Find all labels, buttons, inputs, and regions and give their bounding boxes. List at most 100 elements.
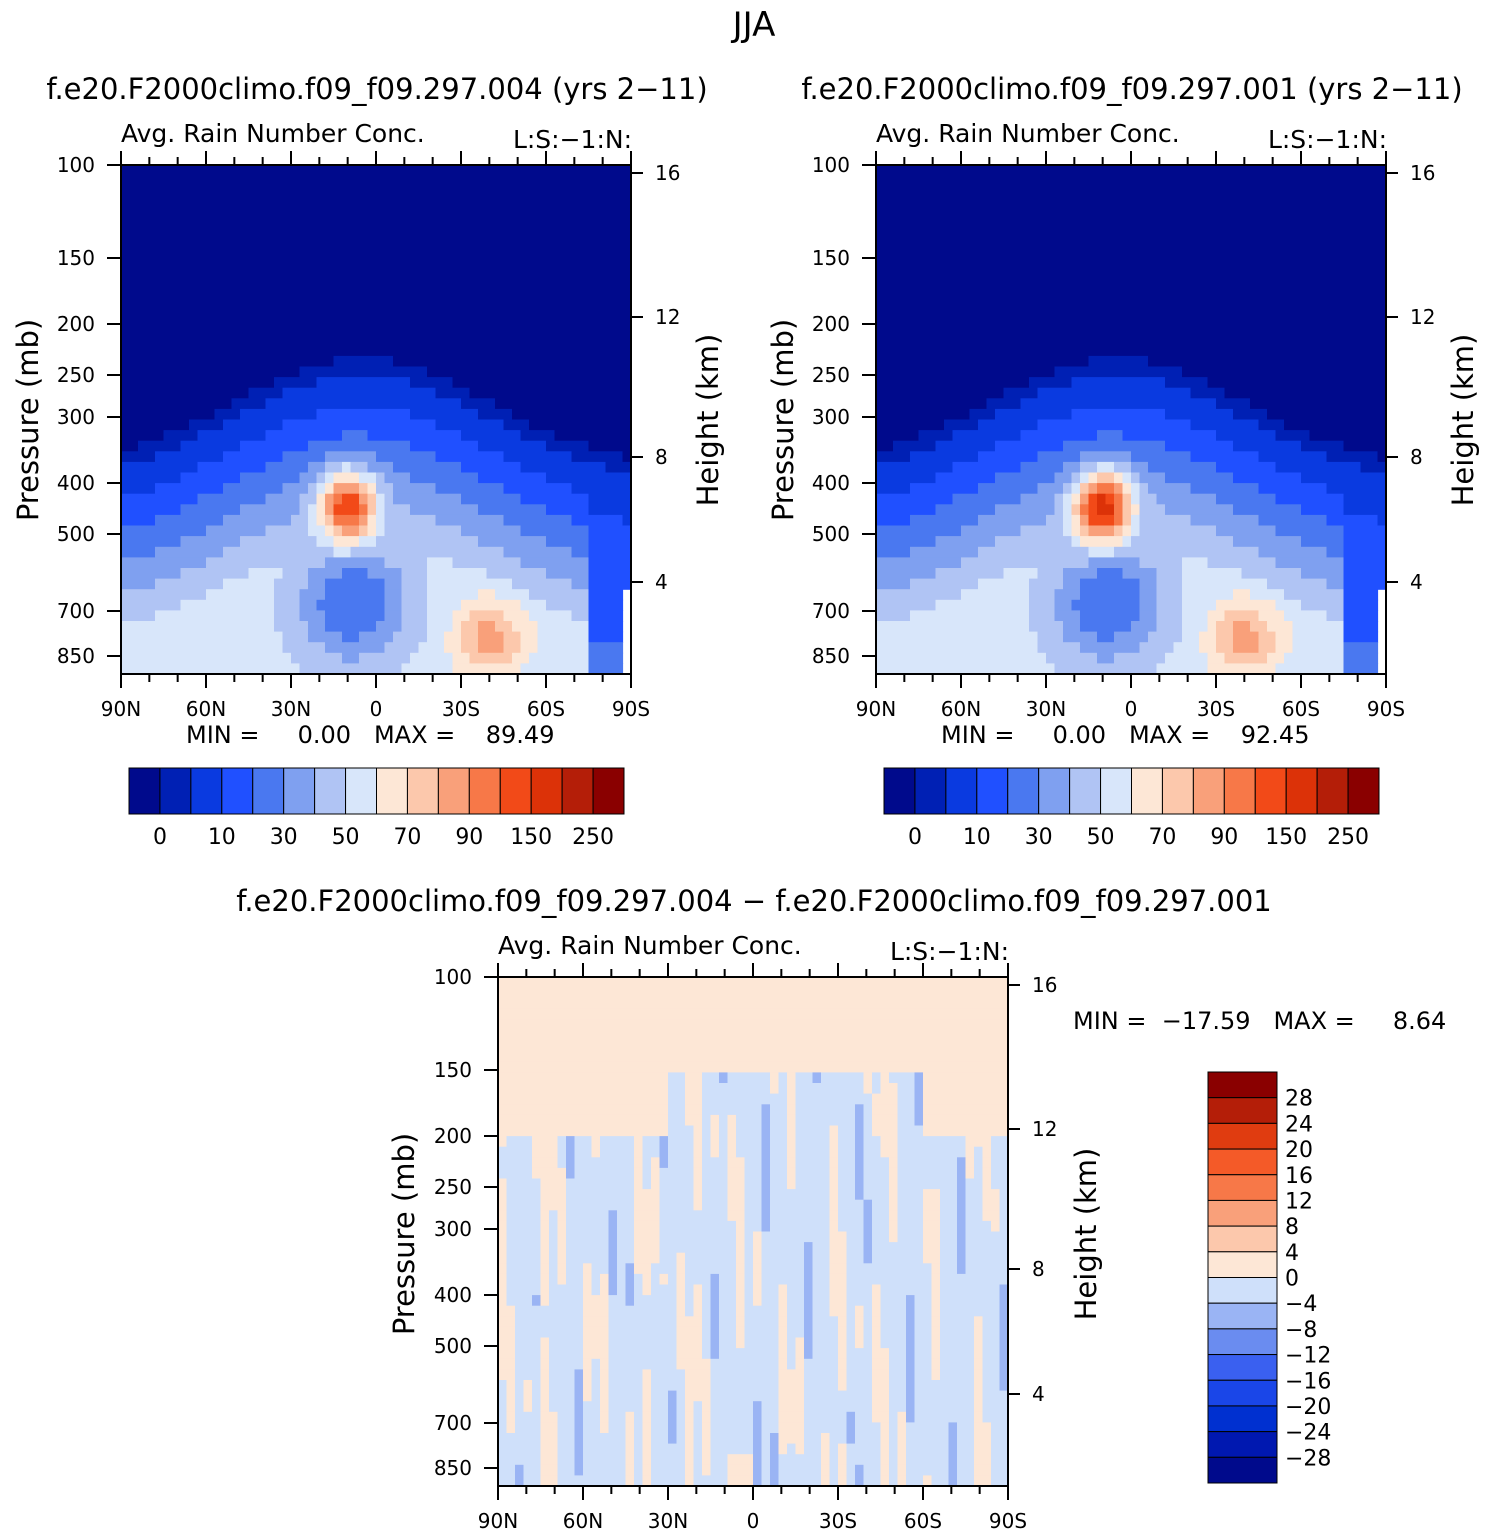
field-cell (1131, 472, 1141, 484)
field-cell (486, 366, 496, 378)
field-cell (529, 334, 539, 346)
field-cell (206, 525, 216, 537)
field-cell (461, 398, 471, 410)
field-cell (435, 165, 445, 177)
field-cell (952, 568, 962, 580)
field-cell (910, 536, 920, 548)
field-cell (1037, 239, 1047, 251)
field-cell (418, 504, 428, 516)
field-cell (1012, 207, 1022, 219)
field-cell (1199, 568, 1209, 580)
field-cell (163, 546, 173, 558)
field-cell (265, 493, 275, 505)
field-cell (893, 302, 903, 315)
field-cell (1165, 578, 1175, 590)
field-cell (223, 228, 233, 240)
field-cell (486, 281, 496, 293)
field-cell (495, 663, 505, 675)
field-cell (316, 430, 326, 442)
field-cell (189, 281, 199, 293)
field-cell (588, 568, 598, 580)
field-cell (1148, 536, 1158, 548)
field-cell (359, 610, 369, 622)
field-cell (180, 249, 190, 261)
field-cell (367, 568, 377, 580)
field-cell (910, 483, 920, 495)
field-cell (206, 451, 216, 463)
field-cell (1131, 430, 1141, 442)
colorbar-box (283, 767, 316, 815)
field-cell (520, 292, 530, 304)
field-cell (274, 642, 284, 654)
field-cell (1063, 642, 1073, 654)
field-cell (1080, 271, 1090, 283)
field-cell (410, 207, 420, 219)
field-cell (580, 557, 590, 569)
field-cell (1020, 239, 1030, 251)
field-cell (461, 302, 471, 315)
field-cell (418, 408, 428, 421)
field-cell (452, 175, 462, 187)
field-cell (1122, 578, 1132, 590)
field-cell (189, 239, 199, 251)
field-cell (1148, 271, 1158, 283)
field-cell (478, 610, 488, 622)
field-cell (1182, 175, 1192, 187)
field-cell (1003, 514, 1013, 527)
field-cell (308, 228, 318, 240)
field-cell (299, 334, 309, 346)
field-cell (1063, 249, 1073, 261)
field-cell (231, 249, 241, 261)
field-cell (1114, 281, 1124, 293)
field-cell (927, 557, 937, 569)
field-cell (546, 631, 556, 643)
field-cell (325, 451, 335, 463)
field-cell (1190, 218, 1200, 230)
field-cell (537, 631, 547, 643)
field-cell (605, 377, 615, 389)
field-cell (978, 302, 988, 315)
field-cell (1029, 430, 1039, 442)
field-cell (597, 568, 607, 580)
field-cell (376, 472, 386, 484)
field-cell (1003, 610, 1013, 622)
field-cell (367, 249, 377, 261)
field-cell (1037, 589, 1047, 601)
field-cell (546, 621, 556, 633)
field-cell (961, 292, 971, 304)
field-cell (1182, 621, 1192, 633)
field-cell (588, 292, 598, 304)
field-cell (893, 281, 903, 293)
field-cell (308, 398, 318, 410)
field-cell (1088, 408, 1098, 421)
field-cell (1063, 557, 1073, 569)
field-cell (1037, 557, 1047, 569)
field-cell (1071, 568, 1081, 580)
field-cell (180, 578, 190, 590)
field-cell (1105, 324, 1115, 336)
field-cell (325, 398, 335, 410)
field-cell (918, 642, 928, 654)
field-cell (308, 483, 318, 495)
field-cell (316, 652, 326, 664)
field-cell (367, 398, 377, 410)
field-cell (427, 292, 437, 304)
field-cell (495, 631, 505, 643)
field-cell (299, 260, 309, 272)
field-cell (180, 218, 190, 230)
field-cell (918, 525, 928, 537)
field-cell (1173, 663, 1183, 675)
field-cell (605, 302, 615, 315)
field-cell (893, 610, 903, 622)
field-cell (512, 589, 522, 601)
field-cell (316, 408, 326, 421)
field-cell (316, 292, 326, 304)
field-cell (605, 355, 615, 368)
field-cell (316, 419, 326, 431)
field-cell (1199, 387, 1209, 399)
field-cell (231, 281, 241, 293)
field-cell (1037, 430, 1047, 442)
field-cell (588, 313, 598, 325)
field-cell (299, 398, 309, 410)
field-cell (469, 207, 479, 219)
